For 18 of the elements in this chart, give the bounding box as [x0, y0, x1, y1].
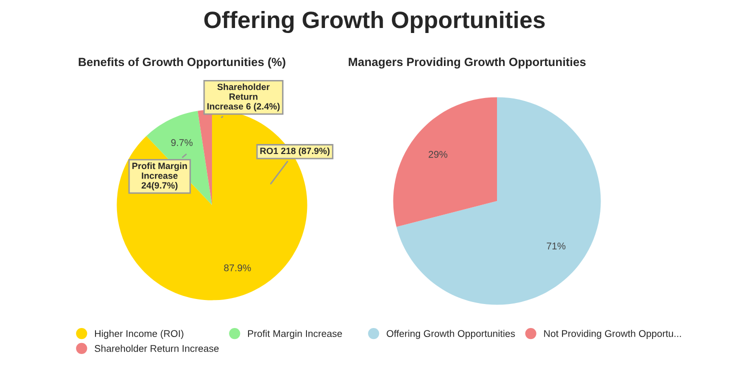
chart-title: Offering Growth Opportunities [204, 10, 545, 34]
chart-subtitle: Managers Providing Growth Opportunities [348, 57, 586, 69]
pie-slice [198, 110, 212, 205]
data-label: 29% [428, 150, 448, 158]
text: RO1 218 (87.9%) [260, 147, 330, 156]
text: Profit Margin Increase 24(9.7%) [132, 162, 187, 190]
legend-label: Offering Growth Opportunities [386, 330, 515, 339]
legend-label: Profit Margin Increase [248, 330, 342, 339]
legend-label: Higher Income (ROI) [95, 330, 184, 339]
legend-label: Shareholder Return Increase [94, 344, 219, 352]
data-label: 87.9% [224, 264, 251, 272]
pie-slice [393, 97, 497, 227]
data-label: 9.7% [171, 139, 193, 146]
data-label: 71% [546, 242, 566, 250]
legend-label: Not Providing Growth Opportu... [544, 330, 681, 339]
chart-subtitle: Benefits of Growth Opportunities (%) [78, 58, 286, 69]
pie-slice [396, 97, 601, 305]
text: Shareholder Return Increase 6 (2.4%) [207, 83, 280, 112]
